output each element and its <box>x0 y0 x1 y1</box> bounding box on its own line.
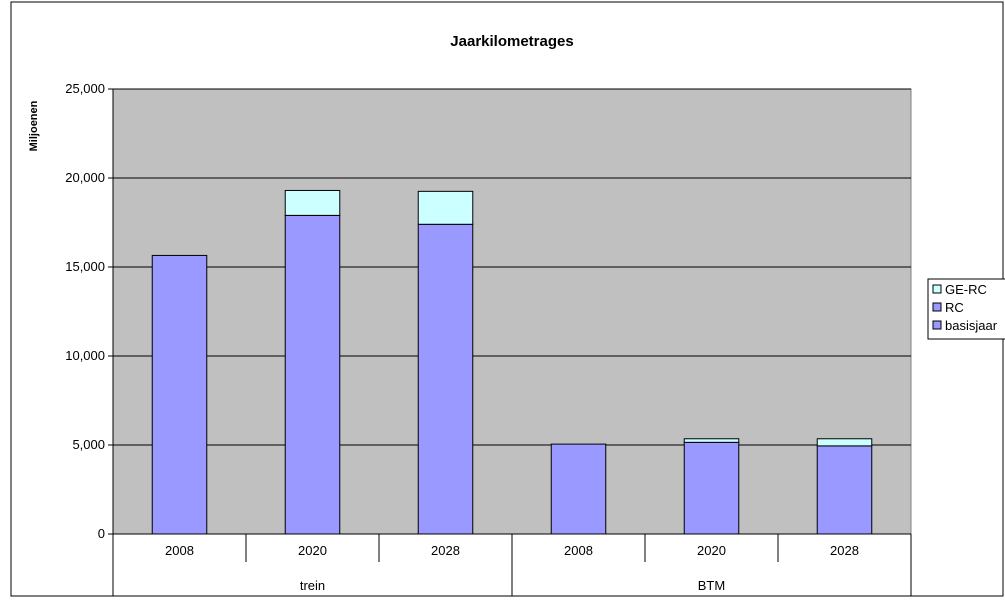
y-tick-label: 25,000 <box>65 81 105 96</box>
chart-title: Jaarkilometrages <box>450 33 573 50</box>
legend-swatch <box>932 320 942 330</box>
bar-ge-rc-2 <box>417 190 474 225</box>
legend-entry: GE-RC <box>945 282 987 297</box>
legend: GE-RC RC basisjaar <box>927 278 1005 340</box>
plot-background <box>112 88 912 535</box>
legend-swatch <box>932 284 942 294</box>
bar-basisjaar-5 <box>816 445 873 535</box>
x-tick-label: 2008 <box>564 543 593 558</box>
bar-ge-rc-5 <box>816 438 873 447</box>
bar-ge-rc-4 <box>683 438 740 443</box>
x-tick-label: 2008 <box>165 543 194 558</box>
y-tick-label: 0 <box>98 526 105 541</box>
legend-entry: basisjaar <box>945 318 998 333</box>
bar-basisjaar-3 <box>550 443 607 535</box>
x-group-label: BTM <box>698 578 725 593</box>
bar-basisjaar-0 <box>151 254 208 535</box>
x-tick-label: 2020 <box>298 543 327 558</box>
x-tick-label: 2028 <box>830 543 859 558</box>
plot-area: 0 5,000 10,000 15,000 20,000 25,000 2008 2020 20… <box>65 81 912 596</box>
x-tick-label: 2028 <box>431 543 460 558</box>
bar-ge-rc-1 <box>284 189 341 216</box>
legend-entry: RC <box>945 300 964 315</box>
y-tick-label: 15,000 <box>65 259 105 274</box>
y-tick-label: 20,000 <box>65 170 105 185</box>
bar-basisjaar-4 <box>683 441 740 535</box>
y-tick-label: 10,000 <box>65 348 105 363</box>
y-tick-label: 5,000 <box>72 437 105 452</box>
x-group-label: trein <box>300 578 325 593</box>
bar-basisjaar-2 <box>417 223 474 535</box>
bar-basisjaar-1 <box>284 214 341 535</box>
x-tick-label: 2020 <box>697 543 726 558</box>
legend-swatch <box>932 302 942 312</box>
y-axis-label: Miljoenen <box>28 100 40 151</box>
